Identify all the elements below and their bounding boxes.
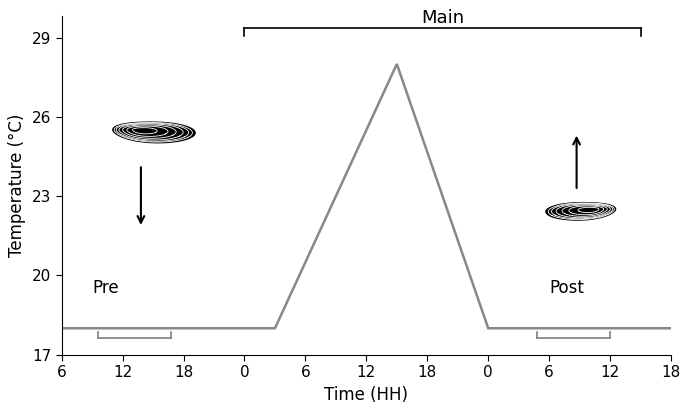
Text: Main: Main — [421, 9, 464, 27]
Polygon shape — [113, 122, 195, 143]
Polygon shape — [546, 203, 615, 220]
Y-axis label: Temperature (°C): Temperature (°C) — [8, 114, 26, 257]
X-axis label: Time (HH): Time (HH) — [325, 386, 409, 404]
Text: Pre: Pre — [92, 279, 119, 297]
Text: Post: Post — [549, 279, 584, 297]
